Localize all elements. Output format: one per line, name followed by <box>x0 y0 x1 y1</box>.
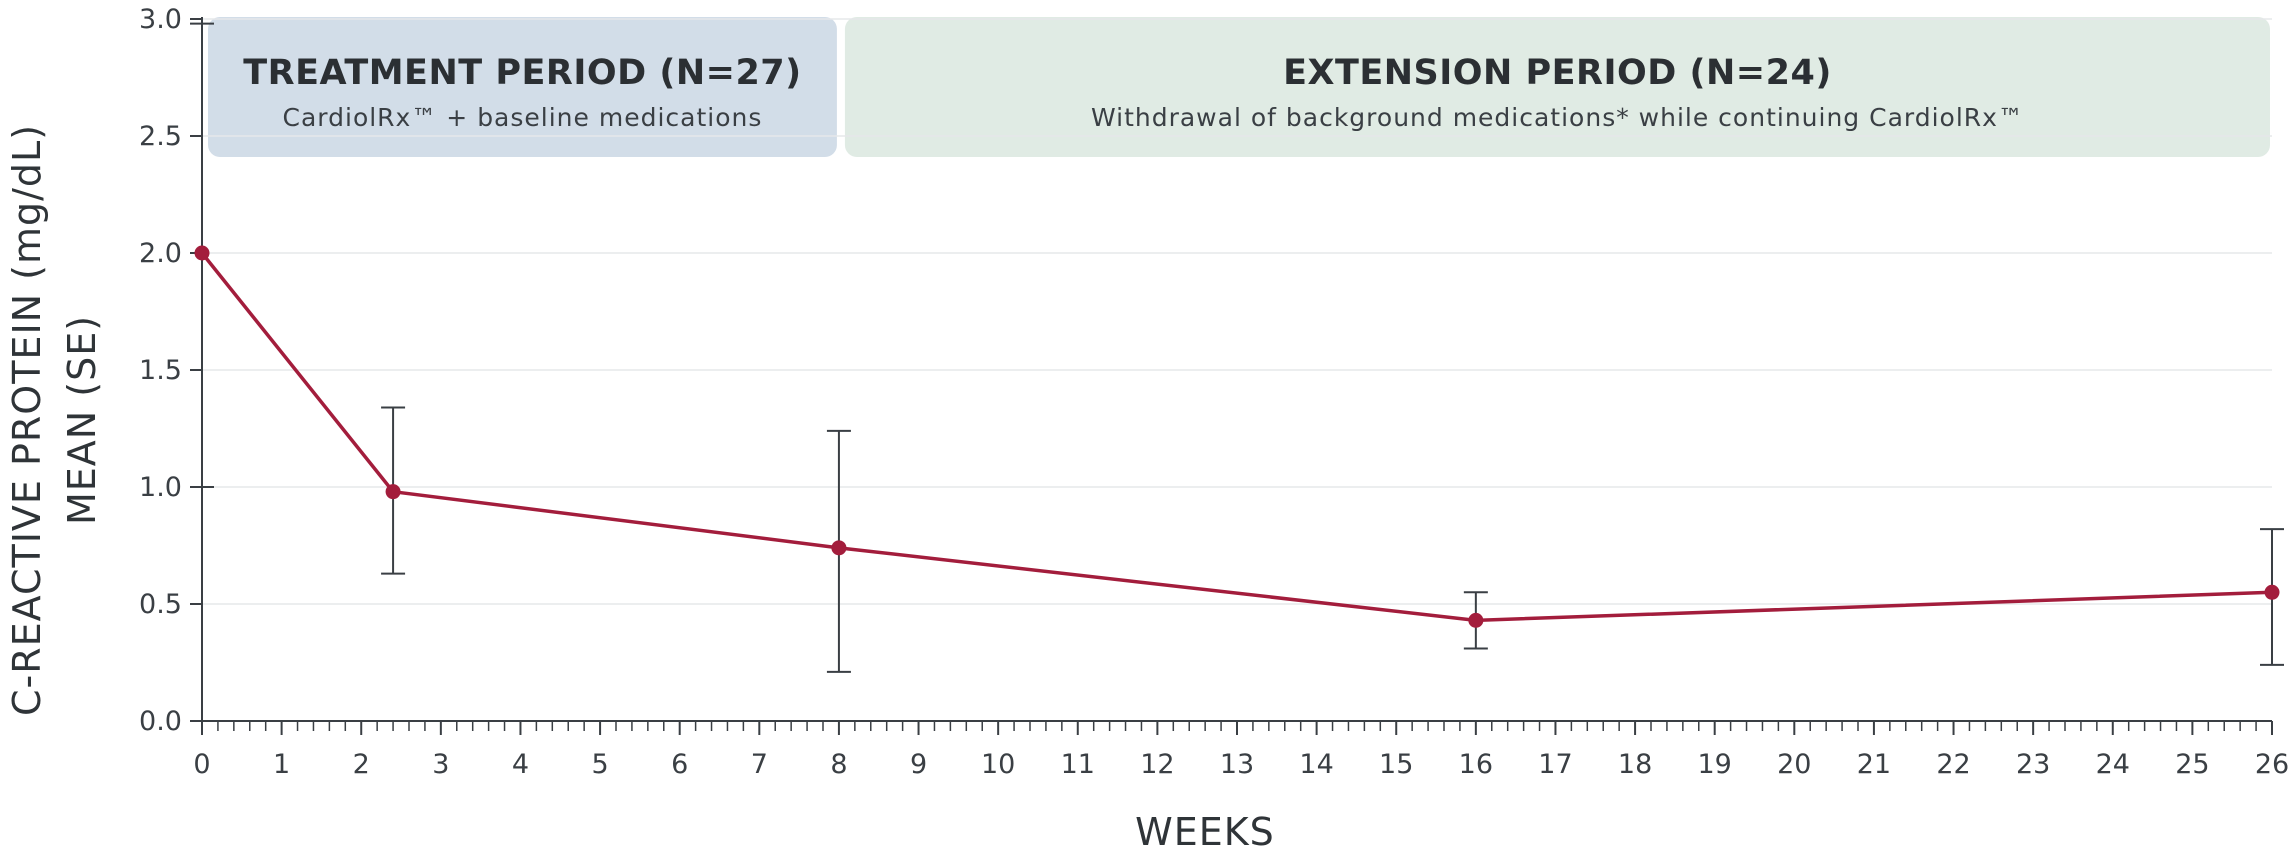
data-point-3 <box>1468 612 1484 628</box>
x-tick-label-10: 10 <box>981 749 1015 780</box>
x-tick-label-2: 2 <box>353 749 370 780</box>
x-tick-label-5: 5 <box>591 749 608 780</box>
data-point-2 <box>831 540 847 556</box>
x-tick-label-3: 3 <box>432 749 449 780</box>
period-band-1 <box>844 17 2270 157</box>
x-tick-label-0: 0 <box>193 749 210 780</box>
data-point-4 <box>2264 584 2280 600</box>
x-tick-label-21: 21 <box>1857 749 1891 780</box>
period-title-0: TREATMENT PERIOD (N=27) <box>243 53 801 93</box>
period-bands: TREATMENT PERIOD (N=27) CardiolRx™ + base… <box>208 17 2270 157</box>
x-axis-title: WEEKS <box>1135 810 1275 852</box>
data-point-0 <box>194 245 210 261</box>
x-tick-label-18: 18 <box>1618 749 1652 780</box>
x-tick-label-11: 11 <box>1061 749 1095 780</box>
x-tick-label-16: 16 <box>1459 749 1493 780</box>
y-tick-label-5: 2.5 <box>139 121 182 152</box>
x-tick-label-26: 26 <box>2255 749 2289 780</box>
period-subtitle-1: Withdrawal of background medications* wh… <box>1091 103 2024 132</box>
x-tick-label-13: 13 <box>1220 749 1254 780</box>
data-point-1 <box>385 484 401 500</box>
x-tick-label-15: 15 <box>1379 749 1413 780</box>
x-tick-label-25: 25 <box>2175 749 2209 780</box>
x-tick-label-22: 22 <box>1936 749 1970 780</box>
y-axis-title-line2: MEAN (SE) <box>60 315 104 525</box>
y-ticks: 0.0 0.5 1.0 1.5 2.0 2.5 3.0 <box>139 4 202 737</box>
period-title-1: EXTENSION PERIOD (N=24) <box>1283 53 1832 93</box>
series-line-0 <box>200 251 2273 623</box>
y-tick-label-1: 0.5 <box>139 589 182 620</box>
x-tick-label-7: 7 <box>751 749 768 780</box>
x-tick-label-23: 23 <box>2016 749 2050 780</box>
y-tick-label-0: 0.0 <box>139 706 182 737</box>
x-tick-label-12: 12 <box>1140 749 1174 780</box>
x-tick-label-24: 24 <box>2096 749 2130 780</box>
x-tick-label-19: 19 <box>1698 749 1732 780</box>
x-tick-label-9: 9 <box>910 749 927 780</box>
axis-titles: WEEKS C-REACTIVE PROTEIN (mg/dL) MEAN (S… <box>5 124 1275 852</box>
x-tick-label-14: 14 <box>1299 749 1333 780</box>
x-tick-label-17: 17 <box>1538 749 1572 780</box>
y-tick-label-4: 2.0 <box>139 238 182 269</box>
y-tick-label-6: 3.0 <box>139 4 182 35</box>
x-tick-label-6: 6 <box>671 749 688 780</box>
y-tick-label-3: 1.5 <box>139 355 182 386</box>
x-tick-label-20: 20 <box>1777 749 1811 780</box>
x-tick-label-8: 8 <box>830 749 847 780</box>
y-tick-label-2: 1.0 <box>139 472 182 503</box>
period-subtitle-0: CardiolRx™ + baseline medications <box>283 103 763 132</box>
x-tick-label-1: 1 <box>273 749 290 780</box>
x-ticks: 0 1 2 3 4 5 6 7 8 9 10 11 12 13 14 15 16 17 18 19 20 21 22 23 24… <box>193 721 2289 780</box>
y-axis-title-line1: C-REACTIVE PROTEIN (mg/dL) <box>5 124 49 716</box>
period-band-0 <box>208 17 837 157</box>
x-tick-label-4: 4 <box>512 749 529 780</box>
series-group <box>190 22 2284 673</box>
